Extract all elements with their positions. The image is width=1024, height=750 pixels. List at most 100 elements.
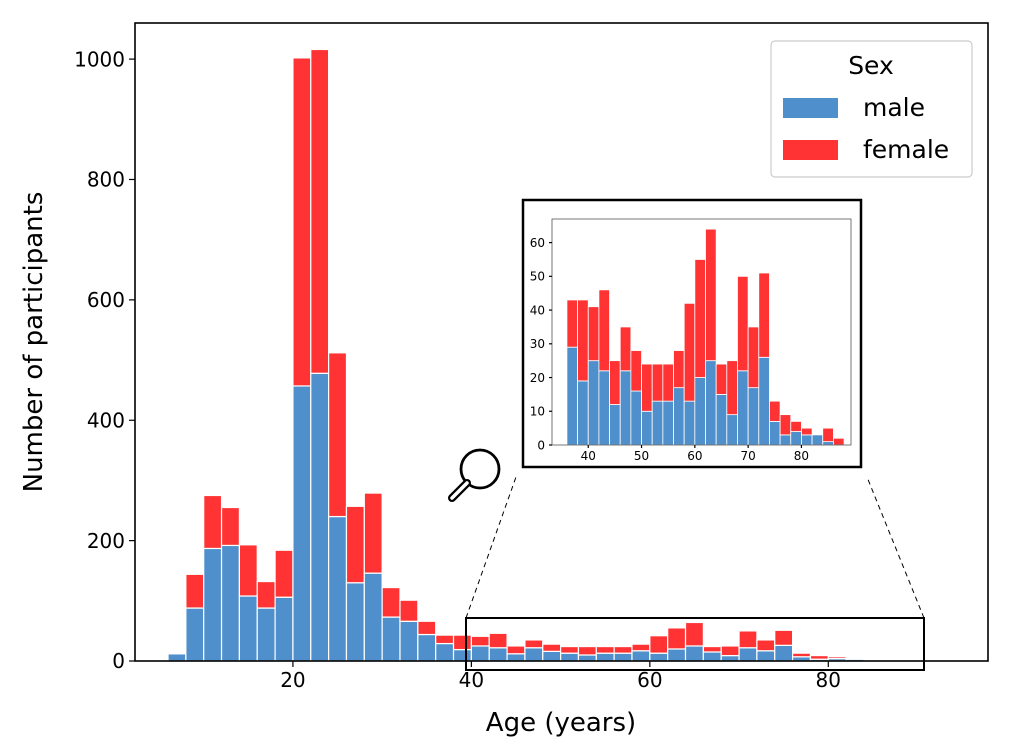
inset-bar-female bbox=[598, 289, 610, 372]
inset-bar-male bbox=[811, 434, 824, 446]
main-bar-female bbox=[577, 645, 597, 656]
inset-bar-male bbox=[641, 410, 653, 446]
main-x-tick-label: 20 bbox=[280, 668, 305, 692]
main-bar-male bbox=[256, 607, 276, 662]
inset-bar-female bbox=[758, 272, 770, 358]
legend-swatch-female bbox=[783, 140, 838, 160]
inset-x-tick-label: 70 bbox=[740, 449, 755, 463]
inset-bar-male bbox=[587, 360, 600, 446]
legend-label-female: female bbox=[863, 135, 949, 164]
main-bar-female bbox=[417, 620, 437, 636]
inset-x-tick-label: 40 bbox=[581, 449, 596, 463]
main-bar-male bbox=[577, 654, 597, 662]
main-bar-female bbox=[238, 544, 258, 597]
inset-x-tick-label: 50 bbox=[634, 449, 649, 463]
magnifier-icon bbox=[448, 448, 501, 502]
inset-bar-male bbox=[779, 434, 792, 446]
main-y-tick-label: 1000 bbox=[74, 47, 125, 71]
inset-bar-male bbox=[619, 370, 632, 446]
inset-bar-male bbox=[747, 387, 760, 446]
main-bar-male bbox=[667, 648, 687, 662]
main-bar-female bbox=[203, 494, 223, 550]
inset-bar-male bbox=[715, 394, 728, 446]
inset-bar-female bbox=[747, 326, 760, 389]
main-bar-female bbox=[845, 657, 865, 660]
main-y-tick-label: 600 bbox=[87, 288, 125, 312]
inset-bars bbox=[566, 228, 845, 446]
main-bar-male bbox=[720, 654, 740, 662]
main-bar-female bbox=[185, 573, 205, 609]
inset-bar-female bbox=[587, 306, 600, 362]
main-bar-male bbox=[363, 572, 383, 662]
inset-bar-female bbox=[694, 259, 706, 378]
main-y-tick-label: 0 bbox=[112, 649, 125, 673]
inset-bar-female bbox=[662, 363, 674, 402]
inset-bar-female bbox=[683, 302, 696, 402]
inset-y-tick-label: 60 bbox=[530, 236, 545, 250]
main-bar-male bbox=[488, 647, 508, 662]
main-x-tick-label: 40 bbox=[459, 668, 484, 692]
main-bar-female bbox=[310, 48, 330, 374]
main-bar-female bbox=[363, 492, 383, 574]
inset-bar-female bbox=[566, 299, 578, 348]
inset-bar-female bbox=[833, 437, 845, 446]
inset-bar-male bbox=[822, 441, 834, 446]
main-bar-male bbox=[185, 607, 205, 662]
inset-x-tick-label: 80 bbox=[794, 449, 809, 463]
main-y-tick-label: 400 bbox=[87, 408, 125, 432]
main-bar-female bbox=[470, 635, 490, 647]
main-bar-male bbox=[595, 652, 615, 662]
main-y-tick-label: 200 bbox=[87, 529, 125, 553]
main-y-tick-label: 800 bbox=[87, 168, 125, 192]
main-bar-female bbox=[774, 629, 794, 646]
legend-swatch-male bbox=[783, 98, 838, 118]
main-bar-male bbox=[560, 652, 580, 662]
inset-bar-female bbox=[705, 228, 717, 362]
inset-bar-male bbox=[769, 420, 781, 446]
main-bar-female bbox=[827, 656, 847, 660]
inset-bar-male bbox=[801, 434, 813, 446]
main-bar-female bbox=[328, 352, 348, 518]
main-bar-male bbox=[310, 372, 330, 662]
legend-title: Sex bbox=[848, 51, 894, 80]
main-bar-female bbox=[720, 645, 740, 657]
main-bar-female bbox=[649, 635, 669, 654]
legend-label-male: male bbox=[863, 93, 925, 122]
legend: Sex male female bbox=[770, 40, 973, 178]
main-bar-male bbox=[328, 515, 348, 662]
main-bar-female bbox=[488, 632, 508, 649]
inset-bar-female bbox=[790, 420, 802, 432]
main-bar-female bbox=[452, 634, 472, 651]
inset-bar-male bbox=[683, 400, 696, 446]
main-bar-female bbox=[667, 627, 687, 650]
inset-bar-male bbox=[577, 380, 589, 446]
main-plot-frame bbox=[134, 22, 989, 662]
inset-y-tick-label: 20 bbox=[530, 371, 545, 385]
main-bar-female bbox=[399, 599, 419, 622]
inset-y-tick-label: 30 bbox=[530, 337, 545, 351]
main-bar-female bbox=[631, 643, 651, 652]
main-bar-male bbox=[756, 650, 776, 662]
main-bar-male bbox=[399, 620, 419, 662]
main-bar-female bbox=[684, 621, 704, 647]
x-axis-title: Age (years) bbox=[486, 708, 636, 738]
main-bar-female bbox=[809, 654, 829, 660]
main-bar-female bbox=[220, 506, 240, 547]
main-bar-female bbox=[756, 639, 776, 652]
main-bar-male bbox=[738, 647, 758, 662]
main-bar-female bbox=[292, 57, 312, 387]
main-bar-male bbox=[167, 653, 187, 662]
inset-bar-male bbox=[758, 356, 770, 446]
inset-bar-female bbox=[577, 299, 589, 382]
main-x-tick-label: 80 bbox=[816, 668, 841, 692]
inset-y-tick-label: 10 bbox=[530, 405, 545, 419]
inset-bar-female bbox=[769, 400, 781, 422]
y-axis-title: Number of participants bbox=[19, 192, 49, 493]
main-bar-male bbox=[774, 644, 794, 662]
inset-bar-male bbox=[726, 414, 738, 446]
main-bar-female bbox=[791, 652, 812, 658]
main-bar-female bbox=[595, 645, 615, 654]
main-bar-male bbox=[684, 645, 704, 662]
main-bar-male bbox=[506, 653, 526, 662]
